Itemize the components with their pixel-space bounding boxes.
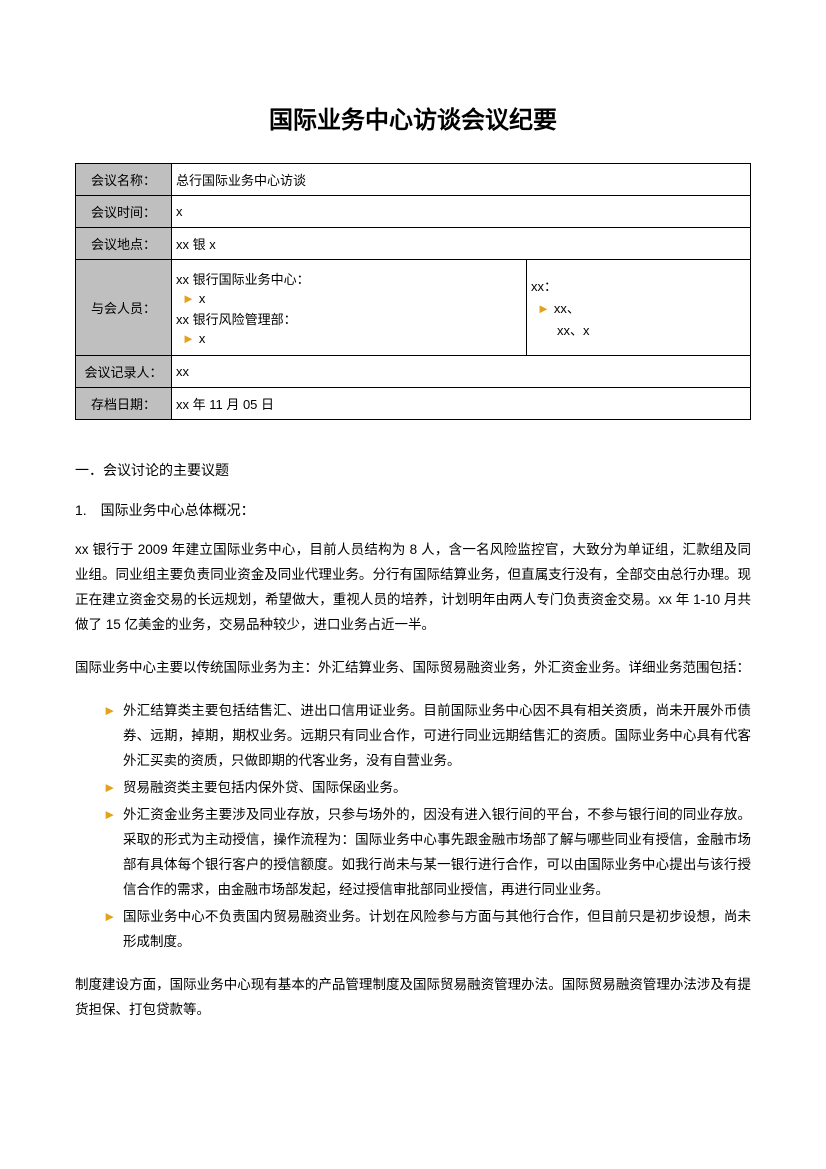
attendee-line: xx 银行风险管理部：: [176, 309, 522, 328]
meta-label-name: 会议名称：: [76, 164, 172, 196]
meta-value-time: x: [172, 196, 751, 228]
meta-label-archive: 存档日期：: [76, 388, 172, 420]
attendee-line: xx：: [531, 276, 746, 295]
sub-heading: 1. 国际业务中心总体概况：: [75, 500, 751, 520]
arrow-icon: ►: [182, 291, 195, 306]
meta-value-attendee-right: xx： ► xx、 xx、x: [527, 260, 751, 356]
table-row: 会议记录人： xx: [76, 356, 751, 388]
table-row: 会议时间： x: [76, 196, 751, 228]
meta-value-place: xx 银 x: [172, 228, 751, 260]
meta-label-place: 会议地点：: [76, 228, 172, 260]
meta-label-recorder: 会议记录人：: [76, 356, 172, 388]
attendee-line: ►x: [176, 291, 522, 306]
attendee-name: xx、: [554, 301, 580, 316]
arrow-icon: ►: [182, 331, 195, 346]
meta-value-archive: xx 年 11 月 05 日: [172, 388, 751, 420]
meta-label-attendee: 与会人员：: [76, 260, 172, 356]
attendee-line: xx 银行国际业务中心：: [176, 269, 522, 288]
section-heading: 一．会议讨论的主要议题: [75, 460, 751, 480]
attendee-name: x: [199, 331, 206, 346]
meta-value-recorder: xx: [172, 356, 751, 388]
list-item: 外汇结算类主要包括结售汇、进出口信用证业务。目前国际业务中心因不具有相关资质，尚…: [103, 699, 751, 774]
bullet-list: 外汇结算类主要包括结售汇、进出口信用证业务。目前国际业务中心因不具有相关资质，尚…: [75, 699, 751, 955]
table-row: 与会人员： xx 银行国际业务中心： ►x xx 银行风险管理部： ►x xx：…: [76, 260, 751, 356]
meta-value-name: 总行国际业务中心访谈: [172, 164, 751, 196]
body-paragraph: 国际业务中心主要以传统国际业务为主：外汇结算业务、国际贸易融资业务，外汇资金业务…: [75, 656, 751, 681]
attendee-line: ►x: [176, 331, 522, 346]
page-title: 国际业务中心访谈会议纪要: [75, 100, 751, 135]
meta-label-time: 会议时间：: [76, 196, 172, 228]
meta-value-attendee-left: xx 银行国际业务中心： ►x xx 银行风险管理部： ►x: [172, 260, 527, 356]
arrow-icon: ►: [537, 301, 550, 316]
body-paragraph: 制度建设方面，国际业务中心现有基本的产品管理制度及国际贸易融资管理办法。国际贸易…: [75, 973, 751, 1023]
table-row: 会议地点： xx 银 x: [76, 228, 751, 260]
list-item: 贸易融资类主要包括内保外贷、国际保函业务。: [103, 776, 751, 801]
body-paragraph: xx 银行于 2009 年建立国际业务中心，目前人员结构为 8 人，含一名风险监…: [75, 538, 751, 638]
attendee-name: x: [199, 291, 206, 306]
meeting-meta-table: 会议名称： 总行国际业务中心访谈 会议时间： x 会议地点： xx 银 x 与会…: [75, 163, 751, 420]
list-item: 外汇资金业务主要涉及同业存放，只参与场外的，因没有进入银行间的平台，不参与银行间…: [103, 803, 751, 903]
table-row: 会议名称： 总行国际业务中心访谈: [76, 164, 751, 196]
table-row: 存档日期： xx 年 11 月 05 日: [76, 388, 751, 420]
attendee-line: ► xx、: [531, 298, 746, 317]
list-item: 国际业务中心不负责国内贸易融资业务。计划在风险参与方面与其他行合作，但目前只是初…: [103, 905, 751, 955]
attendee-line: xx、x: [531, 320, 746, 339]
